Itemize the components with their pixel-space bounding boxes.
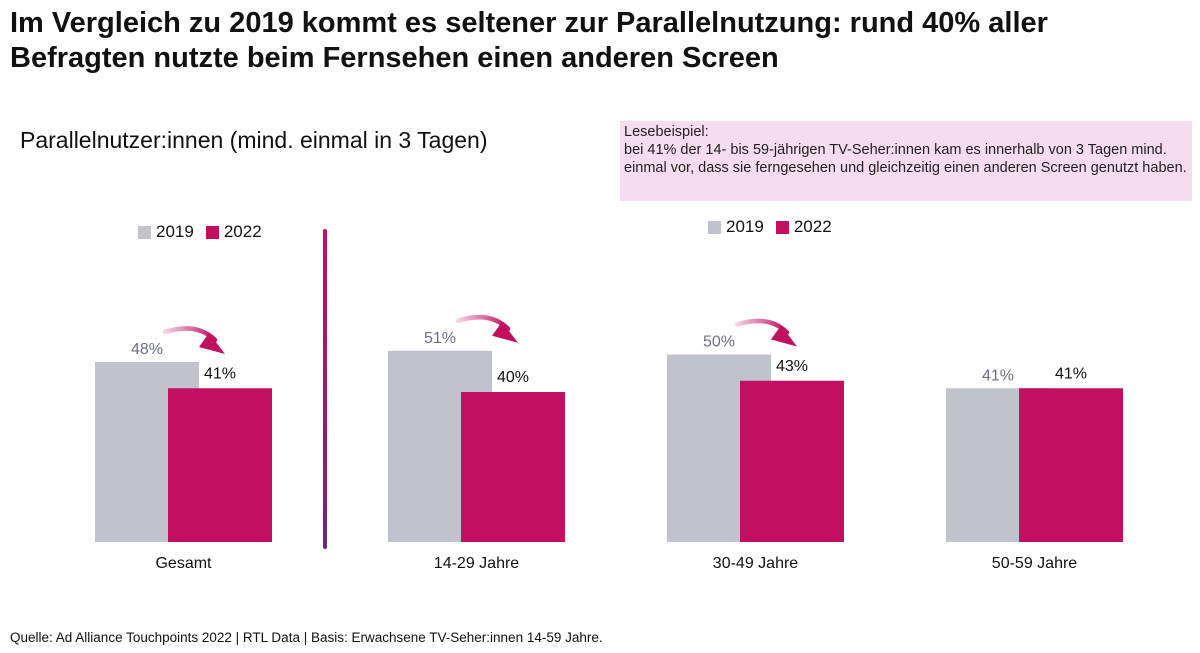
data-label-2019-14-29-jahre: 51% <box>424 330 456 347</box>
decrease-arrowhead-14-29-jahre <box>492 321 518 343</box>
legend-swatch-2022 <box>205 225 219 239</box>
page-title: Im Vergleich zu 2019 kommt es seltener z… <box>10 7 1048 74</box>
legend-total: 2019 2022 <box>138 222 274 242</box>
legend-age-groups: 2019 2022 <box>708 217 844 237</box>
legend-swatch-2019 <box>708 220 721 234</box>
data-label-2022-50-59-jahre: 41% <box>1055 365 1087 382</box>
legend-item-2019: 2019 <box>708 217 764 237</box>
legend-label-2022: 2022 <box>223 222 262 241</box>
data-label-2019-30-49-jahre: 50% <box>703 334 735 351</box>
section-divider <box>323 229 327 549</box>
data-label-2022-30-49-jahre: 43% <box>776 358 808 375</box>
category-label-50-59-jahre: 50-59 Jahre <box>992 555 1077 572</box>
bar-2022-14-29-jahre <box>461 392 565 542</box>
category-label-30-49-jahre: 30-49 Jahre <box>713 555 798 572</box>
decrease-arrowhead-gesamt <box>199 333 225 354</box>
category-label-14-29-jahre: 14-29 Jahre <box>434 555 519 572</box>
reading-example-box: Lesebeispiel: bei 41% der 14- bis 59-jäh… <box>620 121 1192 201</box>
legend-item-2019: 2019 <box>138 222 194 242</box>
bar-2022-50-59-jahre <box>1019 388 1123 542</box>
data-label-2019-50-59-jahre: 41% <box>982 367 1014 384</box>
data-label-2022-14-29-jahre: 40% <box>497 369 529 386</box>
bar-2022-30-49-jahre <box>740 380 844 542</box>
category-label-gesamt: Gesamt <box>155 555 212 572</box>
legend-swatch-2019 <box>138 225 151 239</box>
reading-example-heading: Lesebeispiel: <box>624 124 709 140</box>
legend-item-2022: 2022 <box>775 217 832 237</box>
legend-label-2019: 2019 <box>156 222 194 241</box>
legend-label-2022: 2022 <box>793 217 832 236</box>
decrease-arrowhead-30-49-jahre <box>771 325 797 347</box>
legend-swatch-2022 <box>775 220 789 234</box>
source-note: Quelle: Ad Alliance Touchpoints 2022 | R… <box>10 630 603 645</box>
chart-subtitle: Parallelnutzer:innen (mind. einmal in 3 … <box>20 127 488 153</box>
data-label-2022-gesamt: 41% <box>204 365 236 382</box>
legend-item-2022: 2022 <box>205 222 262 242</box>
reading-example-text: bei 41% der 14- bis 59-jährigen TV-Seher… <box>624 142 1187 176</box>
data-label-2019-gesamt: 48% <box>131 341 163 358</box>
legend-label-2019: 2019 <box>726 217 764 236</box>
bar-2022-gesamt <box>168 388 272 542</box>
